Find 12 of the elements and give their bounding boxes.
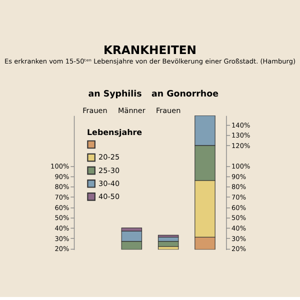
bar: [158, 234, 179, 238]
x-tick-label: Frauen: [156, 106, 181, 115]
bar: [158, 241, 179, 247]
legend-label: 25-30: [98, 166, 120, 175]
legend-label: 40-50: [98, 192, 120, 201]
text: an Gonorrhoe: [152, 90, 219, 100]
x-tick-label: Frauen: [82, 106, 108, 115]
x-tick-label: Männer: [118, 106, 146, 115]
legend-label: 20-25: [98, 152, 120, 162]
text: an Syphilis: [88, 90, 142, 100]
chart-title: KRANKHEITEN: [104, 42, 196, 57]
legend-label: 30-40: [98, 178, 120, 188]
